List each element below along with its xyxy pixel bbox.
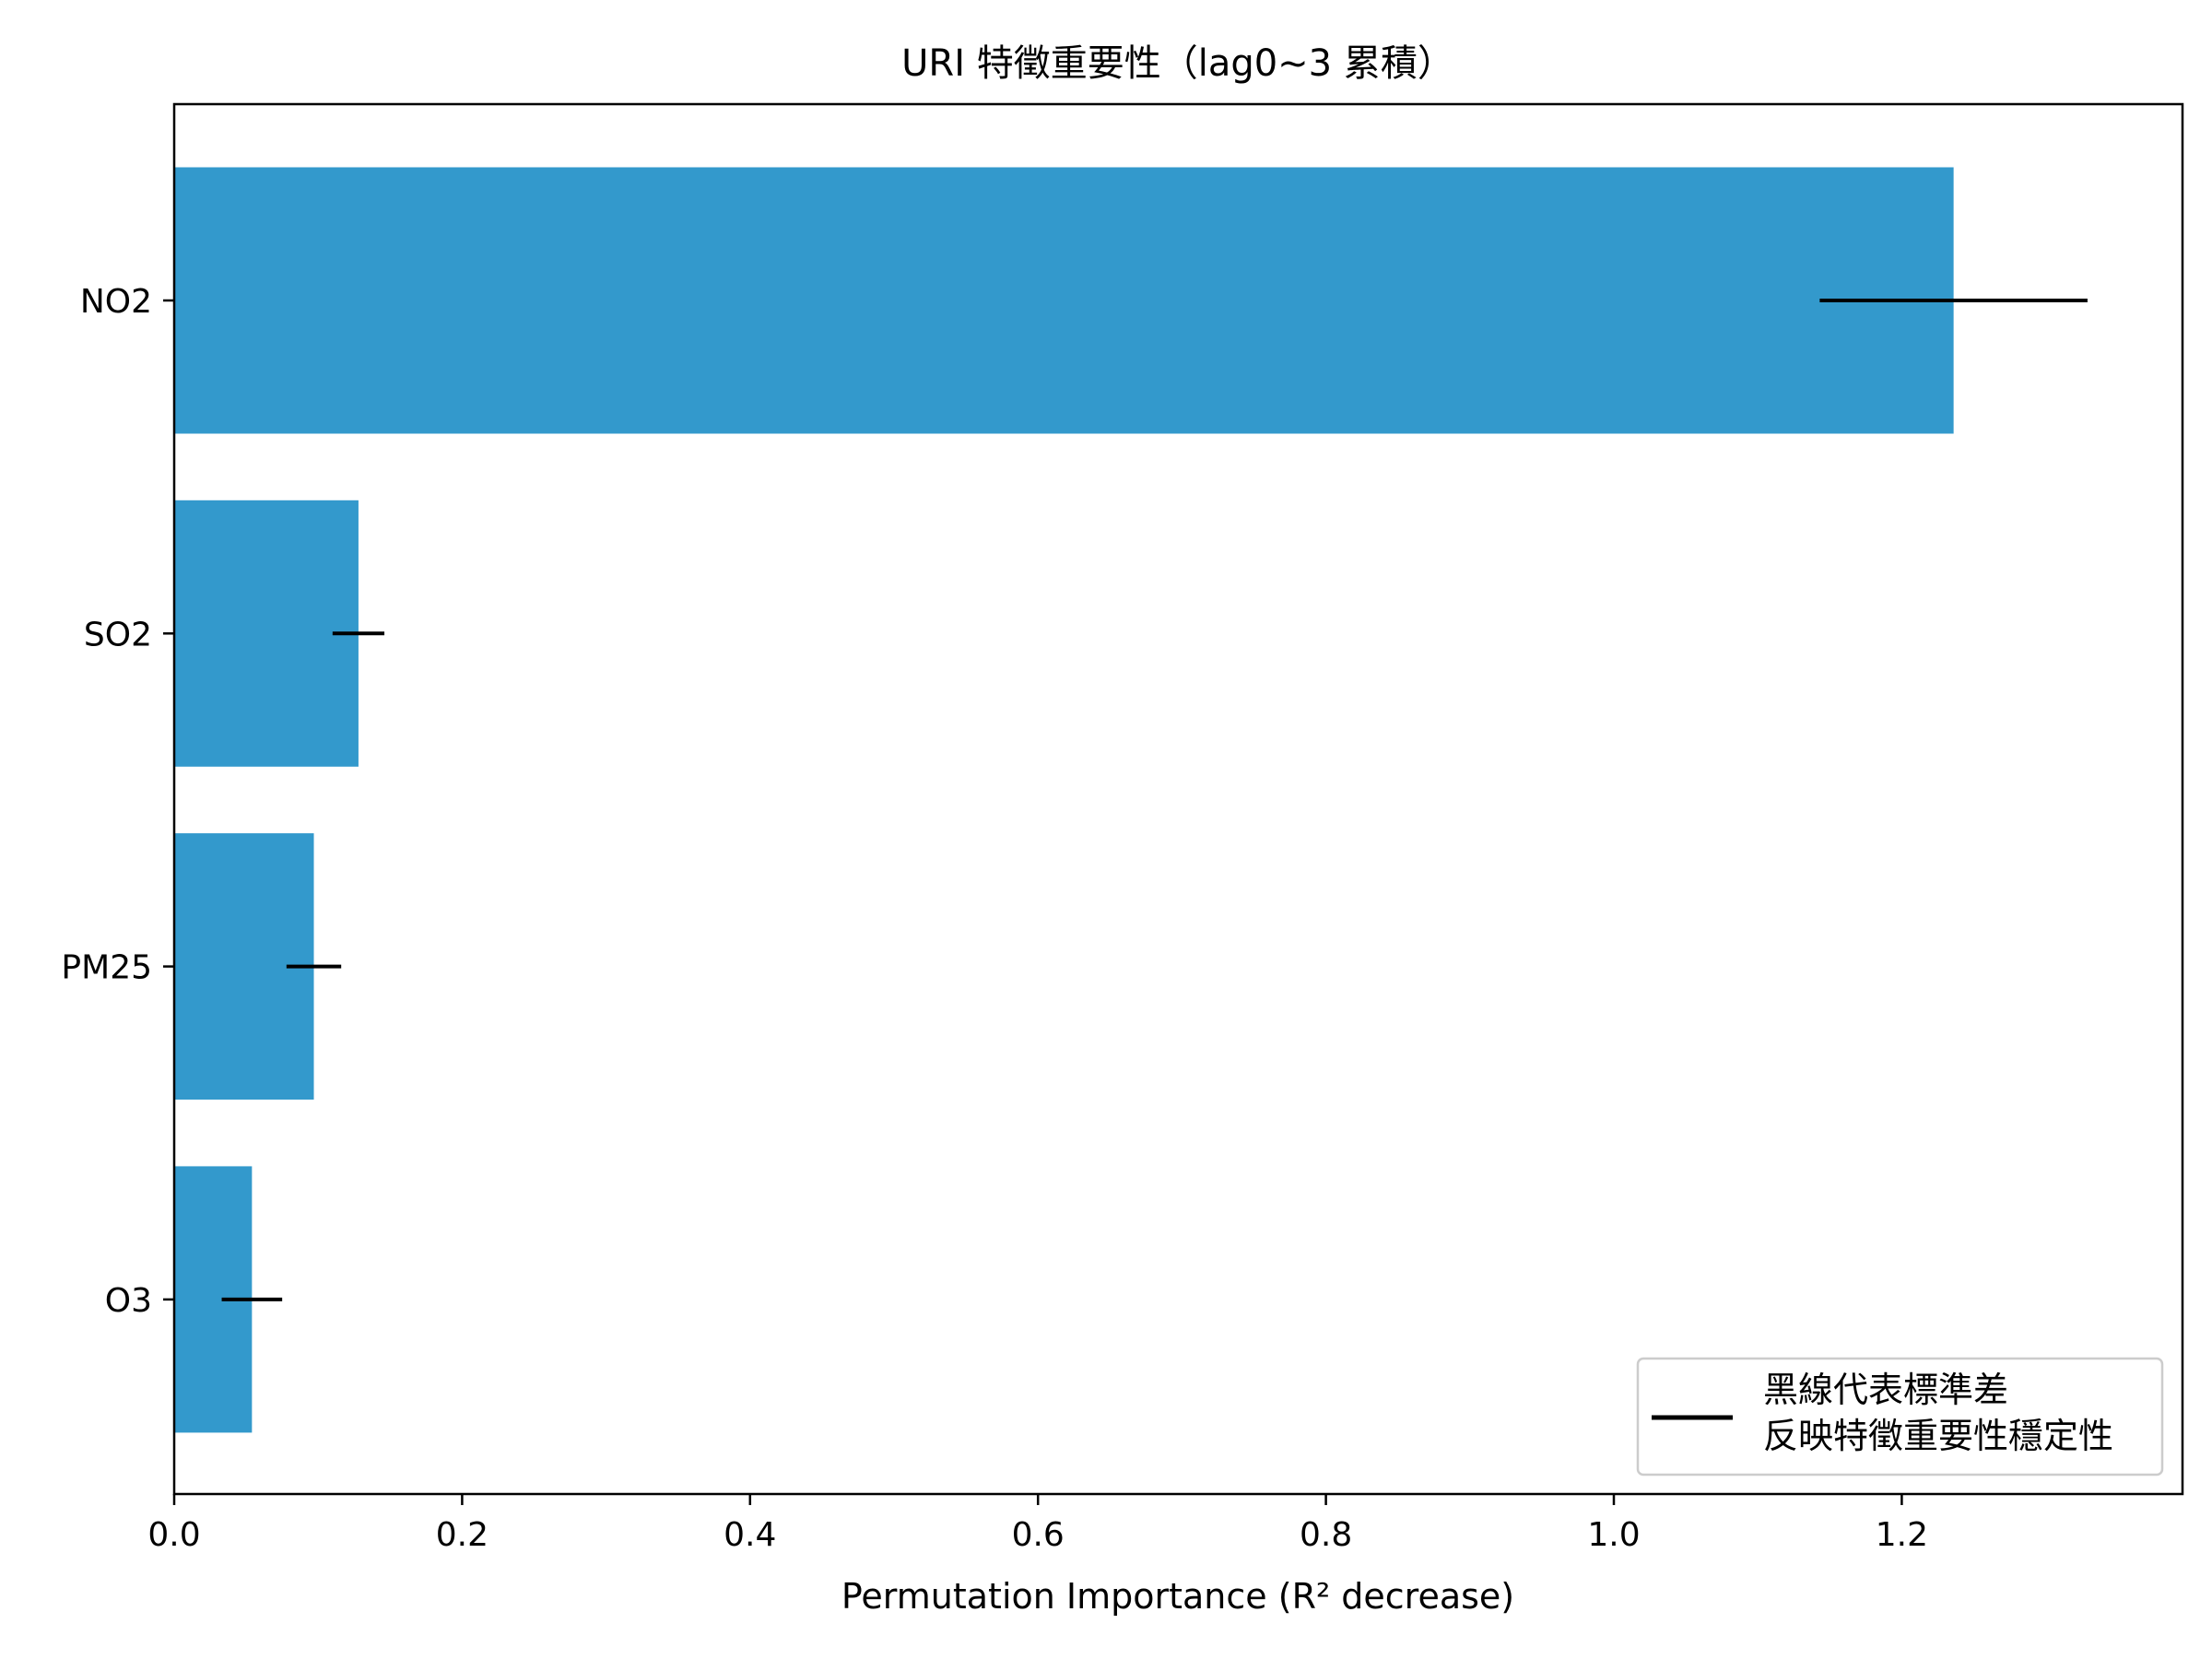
y-tick-label-no2: NO2: [80, 283, 152, 321]
x-tick-label-0: 0.0: [147, 1516, 200, 1554]
bars-group: [174, 167, 1954, 1433]
x-axis: 0.0 0.2 0.4 0.6 0.8 1.0 1.2: [147, 1494, 1928, 1554]
y-tick-label-so2: SO2: [84, 616, 152, 653]
y-tick-label-o3: O3: [105, 1282, 152, 1320]
x-tick-label-6: 1.2: [1876, 1516, 1928, 1554]
error-bars-group: [221, 299, 2088, 1301]
legend-label-line-1: 黑線代表標準差: [1763, 1370, 2008, 1410]
plot-frame: [172, 102, 2184, 1496]
legend: 黑線代表標準差 反映特徵重要性穩定性: [1636, 1357, 2164, 1477]
y-axis: NO2 SO2 PM25 O3: [61, 283, 174, 1320]
legend-label-line-2: 反映特徵重要性穩定性: [1763, 1416, 2113, 1456]
bar-no2: [174, 167, 1954, 434]
x-axis-label: Permutation Importance (R² decrease): [841, 1576, 1514, 1617]
bar-so2: [174, 500, 359, 767]
y-tick-label-pm25: PM25: [61, 949, 152, 987]
legend-box: [1636, 1357, 2164, 1477]
x-tick-label-3: 0.6: [1012, 1516, 1065, 1554]
x-tick-label-5: 1.0: [1587, 1516, 1640, 1554]
x-tick-label-4: 0.8: [1300, 1516, 1352, 1554]
chart-title: URI 特徵重要性（lag0~3 累積）: [901, 42, 1454, 85]
x-tick-label-2: 0.4: [724, 1516, 776, 1554]
x-tick-label-1: 0.2: [436, 1516, 488, 1554]
